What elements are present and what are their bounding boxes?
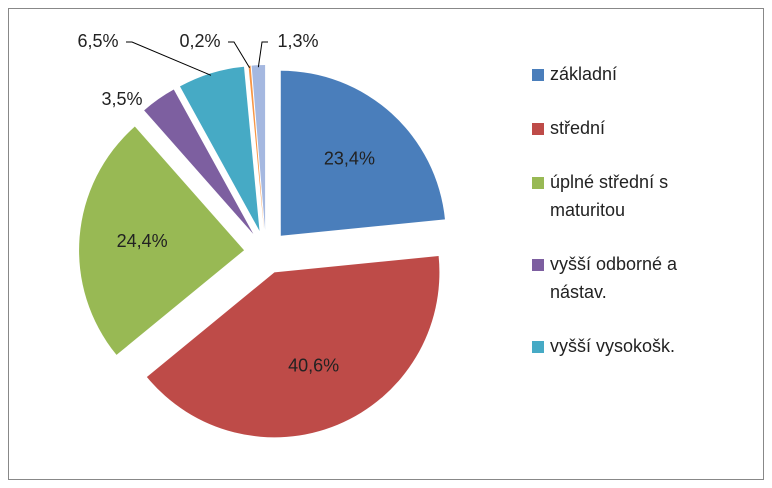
pie-slice — [280, 70, 445, 236]
leader-line — [228, 41, 250, 68]
legend-swatch — [532, 259, 544, 271]
data-label: 23,4% — [324, 149, 375, 169]
legend-label: úplné střední s maturitou — [550, 172, 669, 220]
pie-slice — [144, 89, 254, 235]
legend-item: střední — [532, 114, 720, 142]
legend-item: vyšší odborné a nástav. — [532, 250, 720, 306]
legend-label: vyšší vysokošk. — [550, 336, 676, 356]
data-label: 0,2% — [179, 31, 220, 51]
legend-swatch — [532, 341, 544, 353]
legend-label: vyšší odborné a nástav. — [550, 254, 678, 302]
pie-slice — [248, 65, 265, 231]
legend-label: střední — [550, 118, 606, 138]
legend-item: základní — [532, 60, 720, 88]
data-label: 6,5% — [77, 31, 118, 51]
pie-slice — [179, 66, 260, 231]
legend-item: úplné střední s maturitou — [532, 168, 720, 224]
data-label: 40,6% — [288, 356, 339, 376]
legend-swatch — [532, 69, 544, 81]
leader-line — [257, 41, 268, 68]
data-label: 3,5% — [101, 89, 142, 109]
data-label: 24,4% — [117, 231, 168, 251]
legend-swatch — [532, 123, 544, 135]
pie-slice — [146, 256, 440, 438]
pie-slice — [251, 65, 266, 231]
leader-line — [126, 41, 212, 76]
data-label: 1,3% — [277, 31, 318, 51]
legend-item: vyšší vysokošk. — [532, 332, 720, 360]
pie-slice — [79, 126, 245, 355]
legend: základní střední úplné střední s maturitou… — [532, 60, 742, 386]
legend-swatch — [532, 177, 544, 189]
legend-label: základní — [550, 64, 618, 84]
